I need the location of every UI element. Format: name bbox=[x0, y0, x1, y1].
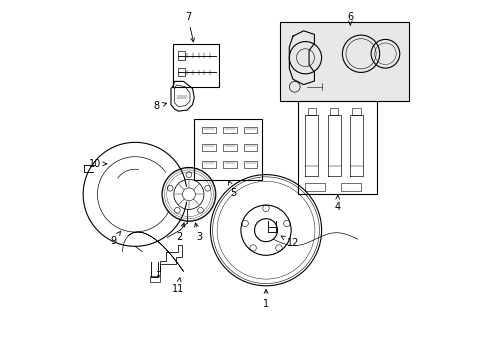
Text: 4: 4 bbox=[334, 195, 340, 212]
Text: 7: 7 bbox=[184, 12, 194, 42]
Bar bbox=[223, 161, 236, 168]
Bar bbox=[223, 127, 236, 134]
Text: 5: 5 bbox=[228, 181, 236, 198]
Bar bbox=[298, 101, 376, 194]
Bar bbox=[202, 127, 215, 134]
Bar bbox=[178, 51, 184, 60]
Text: 10: 10 bbox=[88, 159, 106, 169]
Bar bbox=[244, 161, 257, 168]
Bar bbox=[150, 276, 160, 282]
Text: 3: 3 bbox=[194, 223, 203, 242]
Text: 9: 9 bbox=[110, 231, 121, 246]
Bar bbox=[305, 183, 325, 191]
Text: 12: 12 bbox=[281, 236, 299, 248]
Bar bbox=[280, 22, 408, 101]
Bar bbox=[244, 144, 257, 150]
Text: 6: 6 bbox=[346, 12, 353, 25]
Bar bbox=[223, 144, 236, 150]
Text: 8: 8 bbox=[153, 102, 166, 112]
Bar bbox=[329, 108, 338, 116]
Bar bbox=[178, 68, 184, 76]
Text: 1: 1 bbox=[263, 289, 268, 309]
Bar bbox=[202, 161, 215, 168]
Bar bbox=[307, 108, 316, 116]
Bar bbox=[202, 144, 215, 150]
Bar bbox=[172, 44, 219, 87]
Text: 11: 11 bbox=[172, 278, 184, 294]
Bar bbox=[194, 119, 262, 180]
Bar bbox=[341, 183, 360, 191]
Bar bbox=[351, 108, 360, 116]
Bar bbox=[244, 127, 257, 134]
Text: 2: 2 bbox=[176, 223, 184, 242]
